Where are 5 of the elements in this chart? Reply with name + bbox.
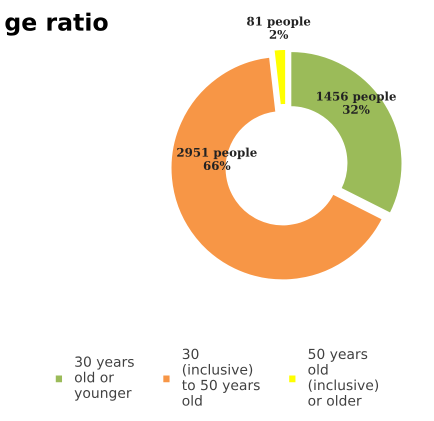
chart-title: ge ratio (5, 12, 108, 36)
legend-label: 30 years old or younger (74, 356, 134, 401)
legend-label: 50 years old (inclusive) or older (308, 348, 378, 406)
legend-label: 30 (inclusive) to 50 years old (182, 348, 260, 406)
data-label: 81 people 2% (247, 16, 310, 39)
